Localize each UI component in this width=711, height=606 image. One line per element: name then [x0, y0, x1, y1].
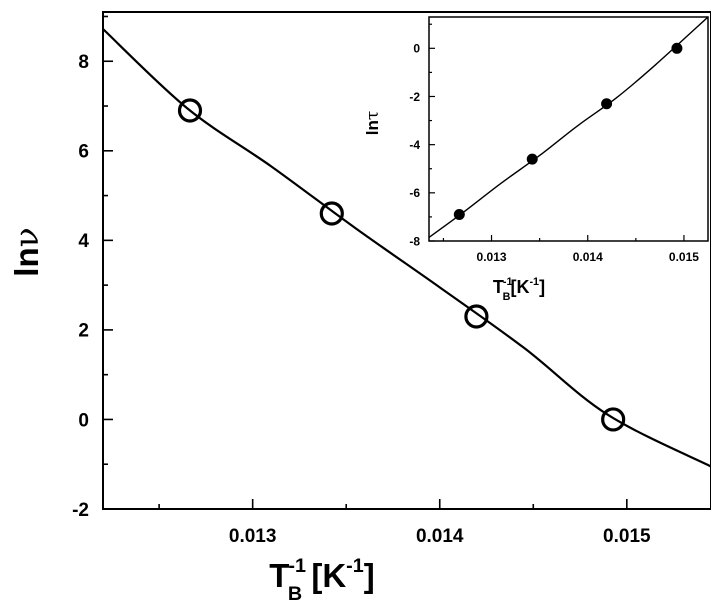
- inset-x-axis-title-unit: [K: [510, 277, 529, 297]
- inset-plot: 0.013 0.014 0.015-8-6-4-20T-1 B[K-1]lnτ: [363, 16, 709, 303]
- main-data-point: [177, 98, 203, 123]
- main-y-axis-title: lnν: [7, 227, 46, 276]
- main-data-point: [464, 304, 489, 329]
- main-data-point: [601, 407, 626, 432]
- main-x-tick-label: 0.015: [603, 526, 651, 547]
- main-y-tick-label: 0: [78, 410, 89, 431]
- inset-x-tick-label: 0.013: [477, 250, 507, 264]
- main-y-tick-label: -2: [72, 500, 89, 521]
- main-plot-frame: [102, 11, 711, 510]
- main-x-axis-title-close: ]: [364, 557, 375, 594]
- inset-x-axis-title-main: T: [493, 277, 504, 297]
- main-y-tick-label: 6: [78, 142, 89, 163]
- main-y-tick-label: 2: [78, 321, 89, 342]
- inset-fit-curve: [429, 17, 708, 238]
- main-x-axis-title-main: T: [269, 557, 289, 594]
- inset-data-point: [671, 42, 683, 54]
- main-fit-curve: [103, 28, 711, 468]
- main-y-axis-title-main: ln: [8, 247, 45, 276]
- main-y-tick-label: 8: [78, 52, 89, 73]
- inset-y-axis-title: lnτ: [363, 111, 383, 136]
- main-x-axis-title: T-1 B [K-1]: [269, 555, 375, 605]
- inset-y-tick-label: 0: [413, 42, 420, 56]
- inset-data-point: [453, 209, 465, 221]
- inset-y-tick-label: -4: [409, 138, 420, 152]
- main-x-axis-title-sub: B: [288, 583, 302, 605]
- inset-y-axis-title-main: ln: [363, 120, 382, 135]
- main-x-tick-label: 0.013: [229, 526, 277, 547]
- main-x-axis-title-sup: -1: [288, 555, 306, 577]
- main-y-axis-title-greek: ν: [7, 227, 46, 247]
- inset-y-axis-title-greek: τ: [363, 111, 383, 120]
- inset-y-tick-label: -6: [409, 186, 420, 200]
- inset-x-tick-label: 0.014: [573, 250, 603, 264]
- inset-y-tick-label: -8: [409, 234, 420, 248]
- main-y-tick-label: 4: [78, 231, 89, 252]
- inset-x-axis-title-unit-sup: -1: [529, 276, 539, 288]
- main-x-tick-label: 0.014: [416, 526, 464, 547]
- main-x-axis-title-unit-sup: -1: [346, 555, 364, 577]
- inset-x-tick-label: 0.015: [669, 250, 699, 264]
- inset-data-point: [526, 153, 538, 165]
- inset-plot-frame: [428, 16, 709, 242]
- inset-x-axis-title: T-1 B[K-1]: [493, 276, 545, 303]
- inset-x-axis-title-close: ]: [539, 277, 545, 297]
- inset-y-tick-label: -2: [409, 90, 420, 104]
- inset-x-axis-title-sup: -1: [503, 276, 513, 288]
- inset-data-point: [601, 98, 613, 110]
- main-data-point: [319, 201, 344, 226]
- inset-x-axis-title-sub: B: [503, 291, 511, 303]
- main-x-axis-title-unit: [K: [302, 557, 346, 594]
